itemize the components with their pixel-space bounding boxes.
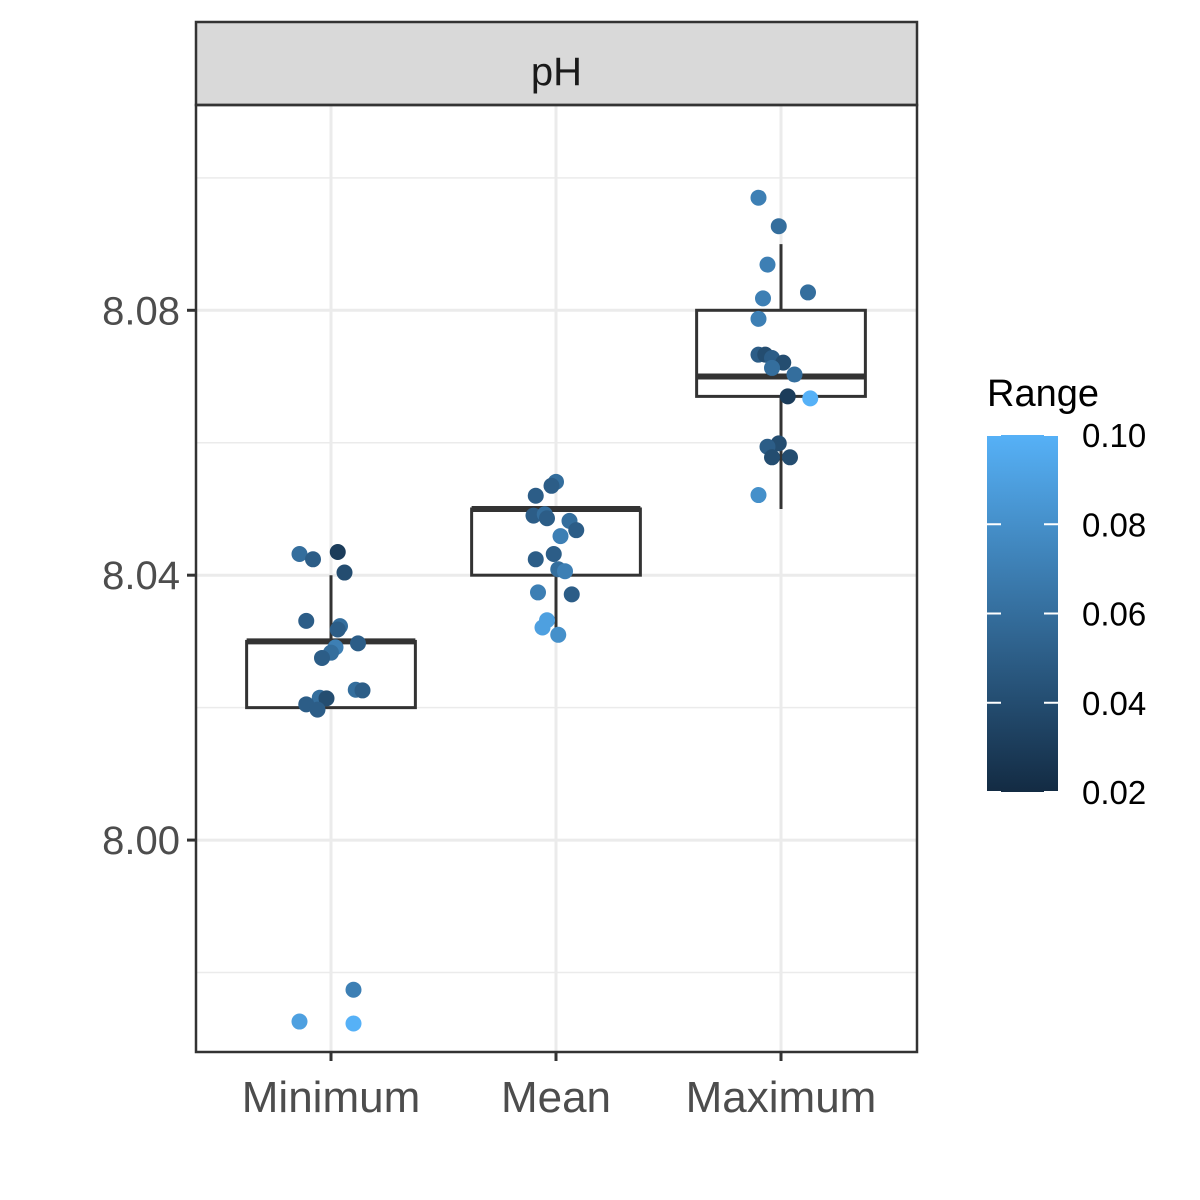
facet-strip <box>194 20 919 107</box>
point-maximum <box>764 449 780 466</box>
point-maximum <box>755 290 771 307</box>
x-tick-label: Mean <box>501 1073 611 1122</box>
point-mean <box>530 584 546 601</box>
y-tick-label: 8.04 <box>102 554 180 598</box>
point-minimum <box>314 649 330 666</box>
legend-tick-label: 0.10 <box>1082 417 1146 454</box>
point-minimum <box>336 564 353 581</box>
point-minimum <box>329 544 346 561</box>
data-points <box>291 189 819 1032</box>
point-mean <box>557 563 573 580</box>
point-maximum <box>764 359 780 376</box>
point-maximum <box>750 487 767 504</box>
point-mean <box>552 528 569 545</box>
point-mean <box>527 551 544 568</box>
point-maximum <box>750 189 767 206</box>
point-minimum <box>318 690 335 707</box>
point-maximum <box>750 310 767 327</box>
point-mean <box>539 510 555 527</box>
point-mean <box>527 487 544 504</box>
point-maximum <box>770 218 787 235</box>
legend-tick-label: 0.04 <box>1082 685 1146 722</box>
point-mean <box>550 626 567 643</box>
axes: 8.00 8.04 8.08 Minimum Mean Maximum <box>102 289 876 1122</box>
y-tick-label: 8.00 <box>102 819 180 863</box>
point-minimum <box>354 682 371 699</box>
point-maximum <box>800 284 816 301</box>
box-iqr <box>695 308 867 398</box>
legend-tick-label: 0.08 <box>1082 506 1146 543</box>
point-mean <box>545 545 562 562</box>
point-maximum <box>802 390 819 407</box>
x-tick-label: Maximum <box>686 1073 877 1122</box>
legend-tick-label: 0.06 <box>1082 596 1146 633</box>
point-minimum <box>291 545 308 562</box>
point-maximum <box>786 366 803 383</box>
point-maximum <box>782 449 798 466</box>
point-maximum <box>759 256 776 273</box>
point-maximum <box>779 388 796 405</box>
point-minimum <box>291 1013 308 1030</box>
point-minimum <box>305 551 321 568</box>
legend: Range 0.02 0.04 0.06 0.08 0.10 <box>987 373 1146 811</box>
point-mean <box>534 619 551 636</box>
point-mean <box>563 586 580 603</box>
point-minimum <box>345 981 362 998</box>
point-mean <box>543 477 560 494</box>
facet-label: pH <box>531 50 582 94</box>
point-minimum <box>329 621 346 638</box>
point-minimum <box>298 612 315 629</box>
point-minimum <box>309 701 326 718</box>
point-minimum <box>345 1015 362 1032</box>
x-tick-label: Minimum <box>242 1073 420 1122</box>
legend-tick-label: 0.02 <box>1082 774 1146 811</box>
y-tick-label: 8.08 <box>102 289 180 333</box>
legend-title: Range <box>987 373 1099 415</box>
point-mean <box>568 522 585 539</box>
boxplot-maximum <box>695 244 867 509</box>
point-minimum <box>350 635 366 652</box>
